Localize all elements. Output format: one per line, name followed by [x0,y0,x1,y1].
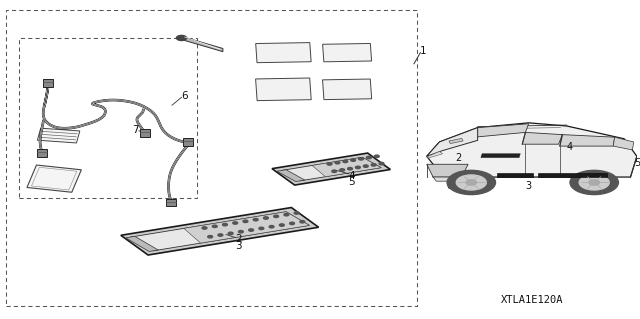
Circle shape [589,180,600,185]
Polygon shape [474,124,529,137]
Bar [183,138,193,146]
Text: 7: 7 [132,125,139,135]
Polygon shape [427,128,477,156]
Polygon shape [497,173,533,177]
Circle shape [374,155,380,158]
Bar [43,79,53,87]
Polygon shape [255,78,311,100]
Circle shape [351,159,356,161]
Circle shape [208,235,212,238]
Circle shape [290,222,294,225]
Polygon shape [522,132,563,144]
Circle shape [223,223,227,226]
Text: 4: 4 [348,171,355,181]
Circle shape [367,156,371,159]
Circle shape [332,170,337,173]
Circle shape [579,175,609,190]
Circle shape [228,232,233,234]
Polygon shape [182,36,223,52]
Text: 2: 2 [236,234,242,244]
Polygon shape [427,164,468,177]
Circle shape [212,225,217,227]
Circle shape [447,170,495,195]
Polygon shape [613,137,634,150]
Polygon shape [272,153,390,185]
Polygon shape [323,79,372,100]
Circle shape [284,213,289,216]
Text: 3: 3 [236,241,242,251]
Circle shape [269,226,274,228]
Polygon shape [130,212,309,251]
Text: 5: 5 [634,158,640,168]
Circle shape [280,224,284,226]
Polygon shape [481,154,520,158]
Polygon shape [184,212,309,243]
Circle shape [335,161,340,164]
Circle shape [274,215,278,218]
Polygon shape [121,208,319,255]
Circle shape [456,175,486,190]
Text: 4: 4 [567,142,573,152]
Polygon shape [312,157,381,177]
Bar [37,149,47,157]
Circle shape [340,169,344,171]
Circle shape [379,162,384,165]
Polygon shape [449,138,463,144]
Polygon shape [281,157,381,181]
Polygon shape [27,165,81,192]
Circle shape [371,164,376,166]
Text: 3: 3 [525,181,532,191]
Circle shape [249,229,253,231]
Circle shape [177,35,187,41]
Polygon shape [31,167,77,190]
Circle shape [348,167,353,170]
Polygon shape [427,152,443,158]
Polygon shape [323,43,372,62]
Circle shape [259,227,264,230]
Text: 5: 5 [348,177,355,187]
Polygon shape [256,43,311,63]
Polygon shape [538,173,607,177]
Circle shape [243,220,248,223]
Circle shape [294,212,299,214]
Text: 1: 1 [420,46,426,56]
Circle shape [466,180,477,185]
Polygon shape [427,123,637,177]
Circle shape [364,165,368,167]
Text: 6: 6 [446,181,452,191]
Circle shape [218,234,223,236]
Polygon shape [126,236,158,251]
Circle shape [202,227,207,229]
Polygon shape [277,170,305,182]
Text: 2: 2 [456,153,461,163]
Circle shape [253,219,258,221]
Text: 6: 6 [181,91,188,101]
Circle shape [233,222,237,224]
Bar [166,199,176,206]
Circle shape [300,220,305,223]
Circle shape [358,158,364,160]
Polygon shape [37,128,80,143]
Circle shape [264,217,268,219]
Circle shape [327,163,332,165]
Circle shape [570,170,618,195]
Polygon shape [560,135,614,146]
Bar [140,129,150,137]
Circle shape [355,166,360,169]
Text: XTLA1E120A: XTLA1E120A [500,295,563,305]
Circle shape [239,231,243,233]
Polygon shape [433,177,484,181]
Circle shape [343,160,348,163]
